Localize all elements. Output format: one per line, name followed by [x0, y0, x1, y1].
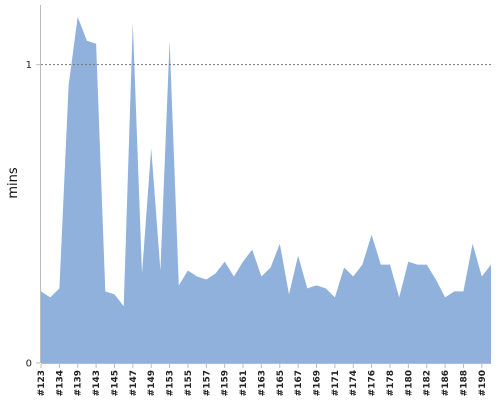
x-tick-label: #149 — [147, 370, 157, 396]
y-axis-label: mins — [6, 167, 21, 199]
x-tick-label: #174 — [349, 370, 359, 396]
y-tick-label: 1 — [26, 60, 32, 71]
x-tick-label: #167 — [294, 370, 304, 396]
x-tick-label: #171 — [331, 370, 341, 396]
x-tick-label: #134 — [55, 370, 65, 396]
plot-area: 0 1 #123 #134 #139 #143 #145 #147 #149 #153 #155 #1… — [26, 5, 492, 396]
x-tick-label: #147 — [129, 370, 139, 396]
x-tick-label: #190 — [478, 370, 488, 396]
x-tick-label: #186 — [441, 370, 451, 396]
x-tick-label: #188 — [459, 370, 469, 396]
x-tick-label: #182 — [423, 370, 433, 396]
x-tick-label: #176 — [368, 370, 378, 396]
x-tick-label: #155 — [184, 370, 194, 396]
x-tick-label: #169 — [313, 370, 323, 396]
x-tick-label: #161 — [239, 370, 249, 396]
series-area — [41, 16, 491, 364]
x-tick-label: #139 — [74, 370, 84, 396]
x-tick-label: #145 — [111, 370, 121, 396]
x-tick-label: #165 — [276, 370, 286, 396]
x-tick-label: #178 — [386, 370, 396, 396]
x-tick-label: #143 — [92, 370, 102, 396]
x-tick-label: #157 — [202, 370, 212, 396]
x-tick-label: #153 — [166, 370, 176, 396]
x-tick-label: #123 — [37, 370, 47, 396]
y-tick-label: 0 — [26, 359, 32, 370]
x-tick-label: #180 — [404, 370, 414, 396]
x-tick-label: #159 — [221, 370, 231, 396]
x-tick-label: #163 — [257, 370, 267, 396]
